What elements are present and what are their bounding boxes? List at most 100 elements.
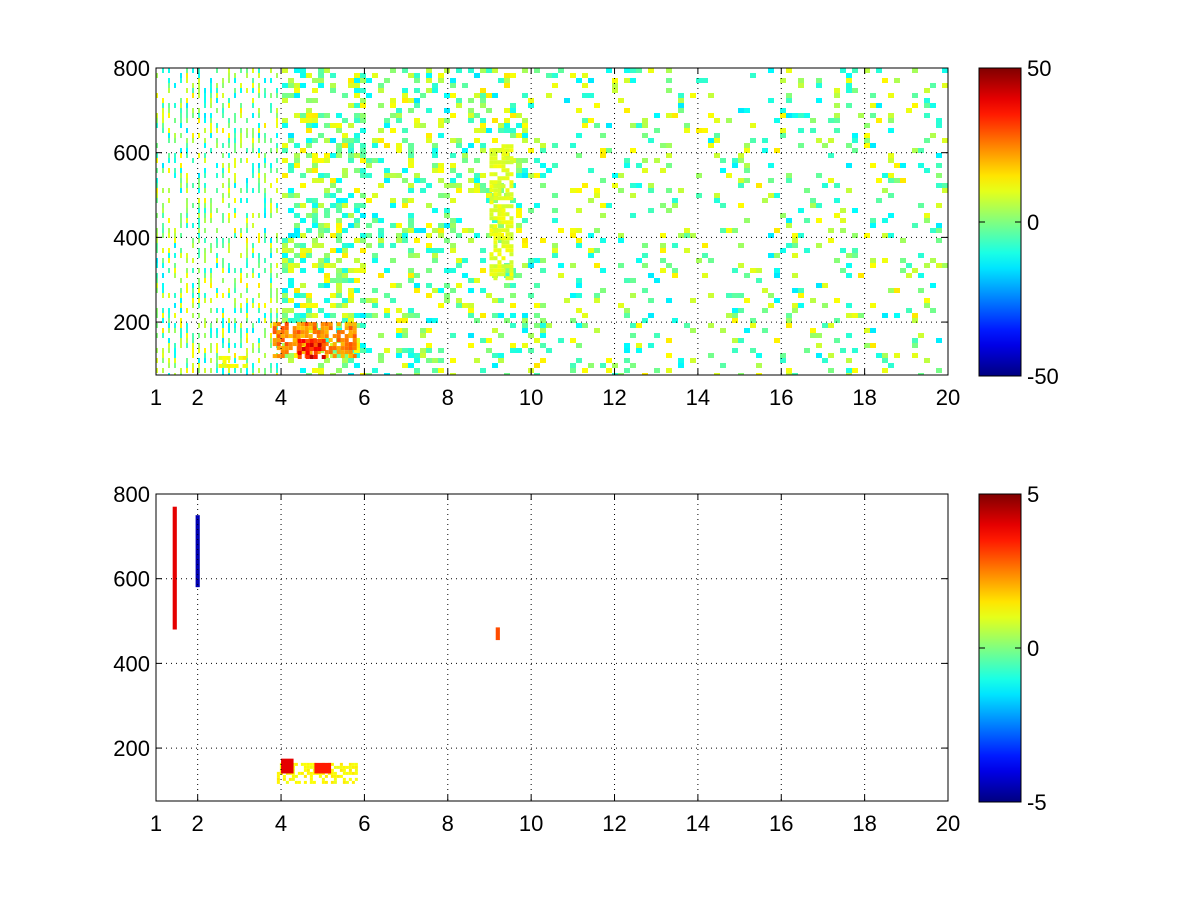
bottom-heatmap-feature-cell [351,765,355,769]
top-heatmap-cell [408,98,414,103]
top-heatmap-feature-cell [276,342,281,347]
top-heatmap-feature-cell [328,322,333,327]
top-heatmap-cell [522,118,528,123]
top-heatmap-cell [534,303,540,308]
top-heatmap-cell [360,168,366,173]
top-heatmap-cell [510,113,516,118]
top-heatmap-cell [312,98,318,103]
bottom-x-tick-label: 12 [602,811,626,836]
top-heatmap-cell [318,178,324,183]
top-heatmap-cell [276,133,278,138]
top-heatmap-cell [282,308,288,313]
top-heatmap-cell [588,168,594,173]
top-heatmap-cell [240,68,242,73]
top-heatmap-cell [234,328,236,333]
top-heatmap-cell [522,123,528,128]
top-heatmap-cell [186,98,188,103]
top-heatmap-cell [180,253,182,258]
top-heatmap-feature-cell [340,342,345,347]
top-heatmap-cell [324,253,330,258]
top-heatmap-cell [180,323,182,328]
top-heatmap-feature-cell [309,355,314,360]
top-heatmap-cell [198,298,200,303]
top-heatmap-cell [456,303,462,308]
top-heatmap-cell [528,148,534,153]
top-heatmap-cell [192,343,194,348]
top-heatmap-feature-cell [352,326,357,331]
top-heatmap-feature-cell [493,272,498,277]
top-heatmap-cell [600,238,606,243]
top-heatmap-cell [252,78,254,83]
top-heatmap-cell [348,313,354,318]
top-heatmap-cell [312,138,318,143]
top-heatmap-cell [816,218,822,223]
top-heatmap-cell [678,93,684,98]
top-heatmap-feature-cell [501,164,506,169]
top-heatmap-cell [306,73,312,78]
top-heatmap-cell [672,273,678,278]
top-heatmap-cell [858,273,864,278]
top-heatmap-cell [480,313,486,318]
top-heatmap-cell [888,173,894,178]
top-heatmap-cell [354,93,360,98]
top-heatmap-cell [156,228,158,233]
top-heatmap-cell [834,258,840,263]
top-heatmap-cell [312,88,318,93]
top-heatmap-cell [216,243,218,248]
top-heatmap-cell [378,353,384,358]
top-heatmap-cell [450,358,456,363]
top-heatmap-cell [354,353,360,358]
top-heatmap-cell [612,363,618,368]
top-heatmap-feature-cell [308,326,313,331]
top-heatmap-feature-cell [493,232,498,237]
top-heatmap-cell [222,343,224,348]
top-heatmap-cell [282,248,288,253]
bottom-heatmap-feature-cell [339,768,343,772]
top-heatmap-cell [282,148,288,153]
top-heatmap-cell [666,113,672,118]
top-heatmap-cell [318,83,324,88]
top-heatmap-feature-cell [340,346,345,351]
top-heatmap-cell [192,83,194,88]
top-heatmap-cell [816,353,822,358]
top-heatmap-feature-cell [501,208,506,213]
top-heatmap-cell [342,318,348,323]
top-heatmap-cell [300,313,306,318]
top-heatmap-cell [408,158,414,163]
top-heatmap-cell [342,93,348,98]
top-heatmap-feature-cell [292,326,297,331]
top-heatmap-cell [306,213,312,218]
top-heatmap-cell [936,223,942,228]
top-heatmap-cell [768,98,774,103]
top-heatmap-cell [750,73,756,78]
bottom-heatmap-feature-cell [312,771,316,775]
top-heatmap-feature-cell [501,228,506,233]
top-heatmap-cell [198,293,200,298]
top-heatmap-cell [528,173,534,178]
top-heatmap-cell [252,323,254,328]
top-heatmap-cell [228,168,230,173]
top-heatmap-cell [282,268,288,273]
top-heatmap-cell [396,333,402,338]
top-heatmap-cell [702,128,708,133]
bottom-x-tick-label: 16 [769,811,793,836]
top-heatmap-cell [228,318,230,323]
bottom-heatmap-feature-cell [282,777,286,781]
top-heatmap-cell [786,368,792,373]
top-heatmap-cell [168,268,170,273]
top-heatmap-cell [924,218,930,223]
top-heatmap-cell [786,93,792,98]
top-heatmap-cell [246,148,248,153]
top-heatmap-cell [510,103,516,108]
bottom-heatmap-feature-cell [342,777,346,781]
top-heatmap-cell [408,223,414,228]
bottom-x-tick-label: 8 [442,811,454,836]
top-heatmap-cell [348,103,354,108]
top-heatmap-cell [252,143,254,148]
top-heatmap-cell [864,133,870,138]
top-heatmap-cell [336,218,342,223]
top-heatmap-cell [528,103,534,108]
top-heatmap-cell [522,343,528,348]
top-heatmap-cell [780,78,786,83]
